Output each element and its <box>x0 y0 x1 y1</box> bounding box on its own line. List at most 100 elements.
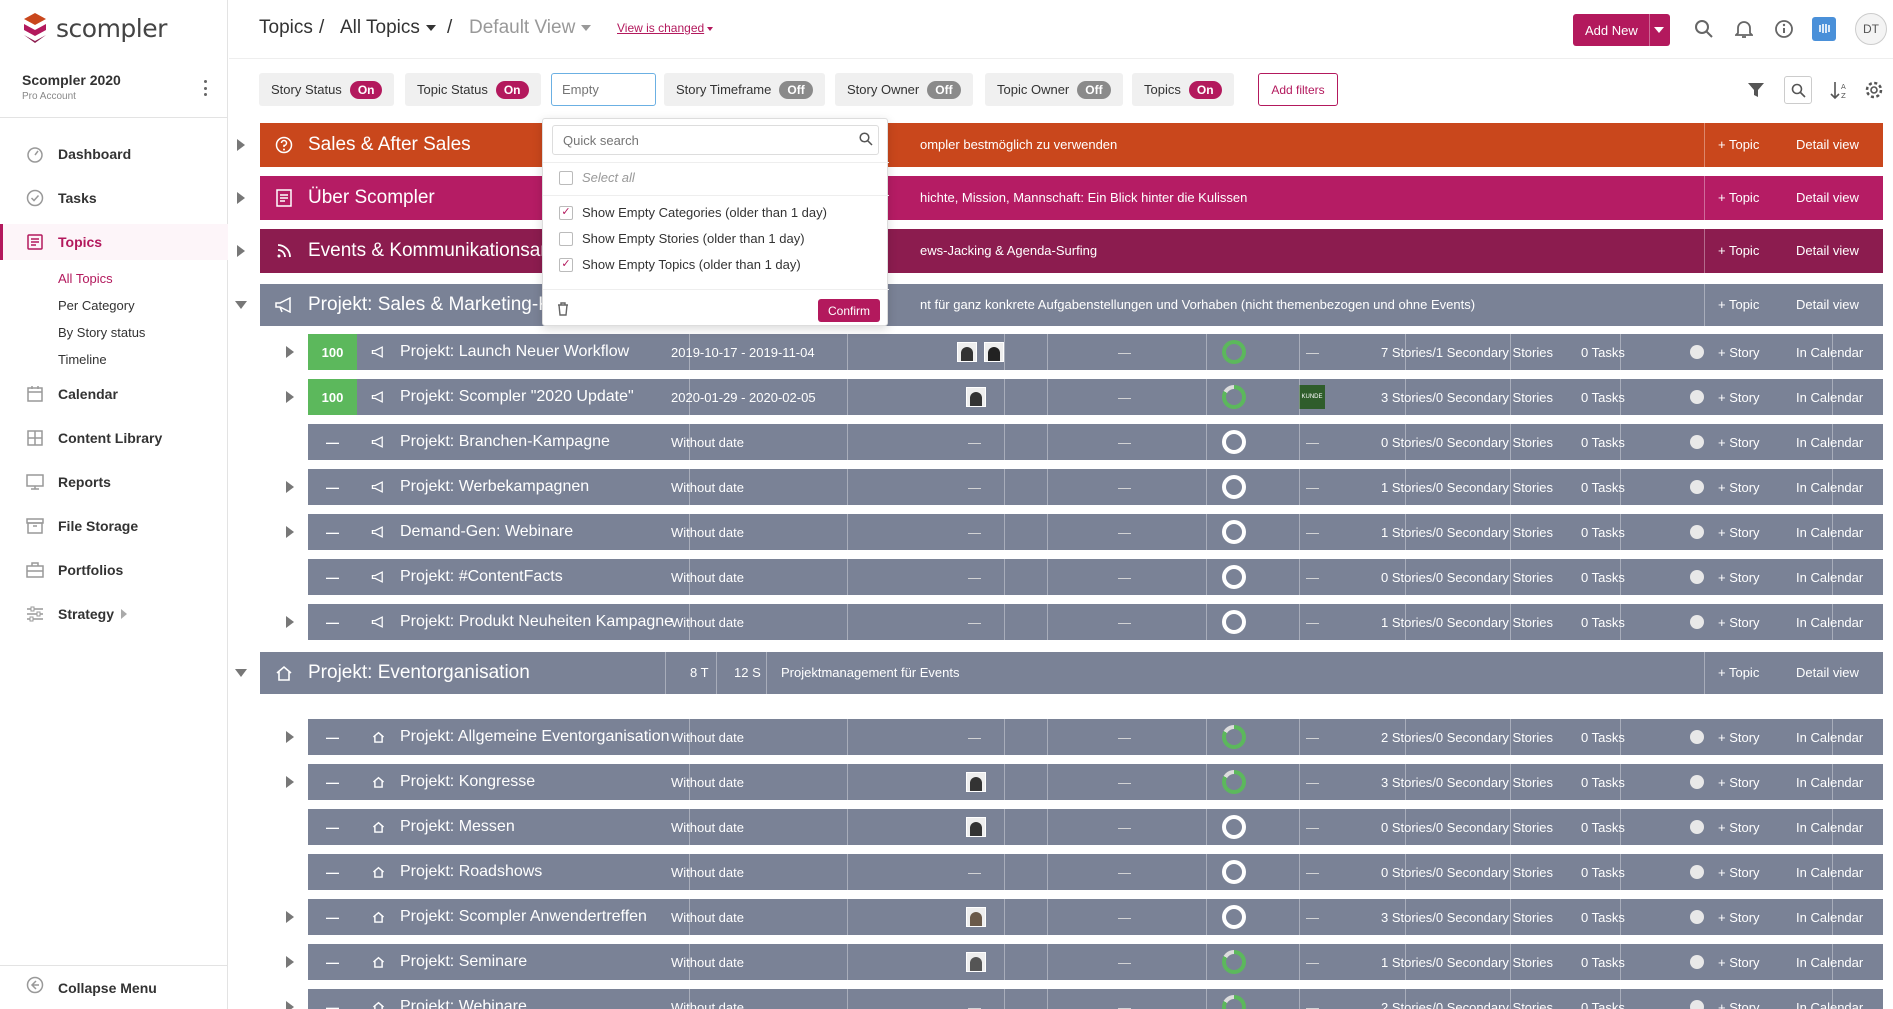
sidebar-item-file-storage[interactable]: File Storage <box>0 508 228 544</box>
in-calendar-button[interactable]: In Calendar <box>1796 570 1864 585</box>
sidebar-item-topics[interactable]: Topics <box>0 224 228 260</box>
owner-avatar[interactable] <box>966 952 986 972</box>
toggle-on[interactable]: On <box>349 80 383 99</box>
topic-title[interactable]: Projekt: Kongresse <box>400 773 536 790</box>
status-dot[interactable] <box>1690 955 1704 969</box>
topic-row[interactable]: — Projekt: Scompler Anwendertreffen Withou… <box>308 899 1883 935</box>
sidebar-item-content-library[interactable]: Content Library <box>0 420 228 456</box>
in-calendar-button[interactable]: In Calendar <box>1796 910 1864 925</box>
in-calendar-button[interactable]: In Calendar <box>1796 435 1864 450</box>
add-story-button[interactable]: + Story <box>1718 615 1760 630</box>
topic-row[interactable]: 100 Projekt: Scompler "2020 Update" 2020-0… <box>308 379 1883 415</box>
topic-title[interactable]: Projekt: Produkt Neuheiten Kampagne <box>400 613 674 630</box>
topic-title[interactable]: Projekt: Messen <box>400 818 515 835</box>
status-dot[interactable] <box>1690 570 1704 584</box>
toggle-off[interactable]: Off <box>779 80 813 99</box>
breadcrumb-topics[interactable]: Topics <box>259 17 313 38</box>
add-story-button[interactable]: + Story <box>1718 345 1760 360</box>
in-calendar-button[interactable]: In Calendar <box>1796 525 1864 540</box>
in-calendar-button[interactable]: In Calendar <box>1796 820 1864 835</box>
stories-count[interactable]: 0 Stories/0 Secondary Stories <box>1381 570 1553 585</box>
status-dot[interactable] <box>1690 775 1704 789</box>
add-story-button[interactable]: + Story <box>1718 730 1760 745</box>
add-new-button[interactable]: Add New <box>1573 14 1670 46</box>
topic-row[interactable]: — Demand-Gen: Webinare Without date — — — 1 St… <box>308 514 1883 550</box>
status-dot[interactable] <box>1690 435 1704 449</box>
stories-count[interactable]: 2 Stories/0 Secondary Stories <box>1381 730 1553 745</box>
category-row[interactable]: Projekt: Sales & Marketing-K nt für ganz … <box>260 284 1883 326</box>
category-row[interactable]: Events & Kommunikationsan ews-Jacking & A… <box>260 229 1883 273</box>
bell-icon[interactable] <box>1732 17 1756 41</box>
owner-avatar[interactable] <box>984 342 1004 362</box>
category-title[interactable]: Projekt: Eventorganisation <box>308 662 530 683</box>
sidebar-item-reports[interactable]: Reports <box>0 464 228 500</box>
subnav-timeline[interactable]: Timeline <box>58 352 107 367</box>
owner-avatar[interactable] <box>966 772 986 792</box>
stories-count[interactable]: 0 Stories/0 Secondary Stories <box>1381 820 1553 835</box>
topic-row[interactable]: 100 Projekt: Launch Neuer Workflow 2019-10… <box>308 334 1883 370</box>
detail-view-button[interactable]: Detail view <box>1796 243 1859 258</box>
topic-row[interactable]: — Projekt: Seminare Without date — — 1 Storie… <box>308 944 1883 980</box>
in-calendar-button[interactable]: In Calendar <box>1796 345 1864 360</box>
add-filters-button[interactable]: Add filters <box>1258 73 1338 106</box>
owner-avatar[interactable] <box>966 387 986 407</box>
detail-view-button[interactable]: Detail view <box>1796 137 1859 152</box>
toggle-on[interactable]: On <box>1188 80 1222 99</box>
view-selector[interactable]: Default View <box>469 17 592 39</box>
tasks-count[interactable]: 0 Tasks <box>1581 1000 1625 1009</box>
detail-view-button[interactable]: Detail view <box>1796 665 1859 680</box>
stories-count[interactable]: 0 Stories/0 Secondary Stories <box>1381 865 1553 880</box>
topic-row[interactable]: — Projekt: Roadshows Without date — — — 0 Stor… <box>308 854 1883 890</box>
breadcrumb-all-topics[interactable]: All Topics <box>340 17 436 39</box>
toggle-on[interactable]: On <box>495 80 529 99</box>
topic-title[interactable]: Projekt: Webinare <box>400 998 527 1009</box>
topic-title[interactable]: Demand-Gen: Webinare <box>400 523 574 540</box>
empty-filter-input[interactable] <box>551 73 656 106</box>
subnav-all-topics[interactable]: All Topics <box>58 271 113 286</box>
sidebar-item-portfolios[interactable]: Portfolios <box>0 552 228 588</box>
option-empty-stories[interactable]: Show Empty Stories (older than 1 day) <box>559 231 805 246</box>
add-story-button[interactable]: + Story <box>1718 955 1760 970</box>
topic-title[interactable]: Projekt: Werbekampagnen <box>400 478 590 495</box>
add-topic-button[interactable]: + Topic <box>1718 190 1760 205</box>
tasks-count[interactable]: 0 Tasks <box>1581 345 1625 360</box>
status-dot[interactable] <box>1690 615 1704 629</box>
topic-title[interactable]: Projekt: #ContentFacts <box>400 568 563 585</box>
stories-count[interactable]: 1 Stories/0 Secondary Stories <box>1381 480 1553 495</box>
category-title[interactable]: Projekt: Sales & Marketing-K <box>308 294 551 315</box>
add-story-button[interactable]: + Story <box>1718 570 1760 585</box>
in-calendar-button[interactable]: In Calendar <box>1796 390 1864 405</box>
status-dot[interactable] <box>1690 910 1704 924</box>
filter-story-timeframe[interactable]: Story Timeframe Off <box>664 73 825 106</box>
stories-count[interactable]: 1 Stories/0 Secondary Stories <box>1381 615 1553 630</box>
stories-count[interactable]: 1 Stories/0 Secondary Stories <box>1381 525 1553 540</box>
confirm-button[interactable]: Confirm <box>818 299 880 322</box>
in-calendar-button[interactable]: In Calendar <box>1796 1000 1864 1009</box>
add-story-button[interactable]: + Story <box>1718 480 1760 495</box>
tasks-count[interactable]: 0 Tasks <box>1581 525 1625 540</box>
collapse-arrow-icon[interactable] <box>235 301 247 309</box>
expand-arrow-icon[interactable] <box>286 956 294 968</box>
option-empty-topics[interactable]: ✓ Show Empty Topics (older than 1 day) <box>559 257 801 272</box>
tasks-count[interactable]: 0 Tasks <box>1581 435 1625 450</box>
sidebar-item-calendar[interactable]: Calendar <box>0 376 228 412</box>
filter-story-owner[interactable]: Story Owner Off <box>835 73 973 106</box>
tasks-count[interactable]: 0 Tasks <box>1581 480 1625 495</box>
filter-topics[interactable]: Topics On <box>1132 73 1234 106</box>
user-avatar[interactable]: DT <box>1855 13 1887 45</box>
in-calendar-button[interactable]: In Calendar <box>1796 730 1864 745</box>
status-dot[interactable] <box>1690 390 1704 404</box>
subnav-by-story-status[interactable]: By Story status <box>58 325 146 340</box>
in-calendar-button[interactable]: In Calendar <box>1796 615 1864 630</box>
add-topic-button[interactable]: + Topic <box>1718 297 1760 312</box>
topic-row[interactable]: — Projekt: Webinare Without date — — — 2 Stori… <box>308 989 1883 1009</box>
topic-row[interactable]: — Projekt: #ContentFacts Without date — — — 0 … <box>308 559 1883 595</box>
collapse-arrow-icon[interactable] <box>235 669 247 677</box>
add-topic-button[interactable]: + Topic <box>1718 137 1760 152</box>
expand-arrow-icon[interactable] <box>286 731 294 743</box>
filter-topic-status[interactable]: Topic Status On <box>405 73 541 106</box>
topic-title[interactable]: Projekt: Roadshows <box>400 863 543 880</box>
scompler-logo[interactable]: scompler <box>22 12 167 44</box>
tasks-count[interactable]: 0 Tasks <box>1581 820 1625 835</box>
expand-arrow-icon[interactable] <box>286 1001 294 1009</box>
